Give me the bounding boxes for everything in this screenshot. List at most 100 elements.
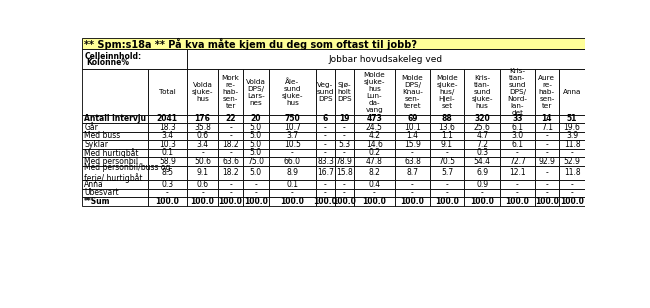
Text: -: - [343, 180, 346, 189]
Text: 5.0: 5.0 [250, 148, 262, 157]
Text: 4.2: 4.2 [369, 132, 380, 140]
Text: 63.8: 63.8 [404, 157, 421, 166]
Text: Anna: Anna [84, 180, 104, 189]
Bar [535, 148, 559, 157]
Bar [335, 180, 354, 188]
Text: 52.9: 52.9 [564, 157, 580, 166]
Text: 47.8: 47.8 [366, 157, 383, 166]
Text: 3.4: 3.4 [196, 140, 209, 149]
Bar [316, 197, 335, 206]
Bar [335, 165, 354, 180]
Bar [559, 140, 585, 148]
Text: 0.1: 0.1 [161, 148, 174, 157]
Text: -: - [516, 148, 519, 157]
Text: 100.0: 100.0 [560, 197, 584, 206]
Text: -: - [254, 188, 257, 197]
Text: 0.1: 0.1 [287, 180, 298, 189]
Bar [395, 115, 430, 123]
Bar [464, 148, 500, 157]
Bar [335, 123, 354, 132]
Text: 11.8: 11.8 [564, 140, 580, 149]
Bar [430, 115, 464, 123]
Bar [395, 132, 430, 140]
Bar [335, 188, 354, 197]
Text: Volda
sjuke-
hus: Volda sjuke- hus [192, 82, 213, 102]
Text: 5.0: 5.0 [250, 140, 262, 149]
Bar [316, 148, 335, 157]
Bar [535, 69, 559, 115]
Text: 69: 69 [407, 115, 418, 124]
Bar [148, 188, 187, 197]
Text: Volda
DPS/
Lars-
nes: Volda DPS/ Lars- nes [246, 79, 266, 106]
Text: Veg-
sund
DPS: Veg- sund DPS [317, 82, 334, 102]
Text: Med buss: Med buss [84, 132, 121, 140]
Bar [430, 165, 464, 180]
Bar [395, 188, 430, 197]
Bar [82, 115, 148, 123]
Bar [82, 69, 148, 115]
Text: -: - [516, 180, 519, 189]
Bar [535, 197, 559, 206]
Bar [218, 188, 243, 197]
Bar [316, 69, 335, 115]
Bar [268, 157, 316, 165]
Text: -: - [201, 148, 204, 157]
Bar [82, 180, 148, 188]
Bar [559, 132, 585, 140]
Bar [430, 123, 464, 132]
Bar [316, 188, 335, 197]
Text: -: - [343, 148, 346, 157]
Text: 9.1: 9.1 [196, 168, 209, 177]
Bar [243, 132, 268, 140]
Bar [82, 148, 148, 157]
Text: Total: Total [159, 89, 176, 95]
Text: 0.3: 0.3 [161, 180, 174, 189]
Text: 100.0: 100.0 [435, 197, 459, 206]
Text: 8.9: 8.9 [287, 168, 298, 177]
Bar [82, 132, 148, 140]
Bar [243, 140, 268, 148]
Bar [395, 157, 430, 165]
Bar [82, 38, 585, 49]
Bar [335, 197, 354, 206]
Text: -: - [411, 180, 414, 189]
Text: 54.4: 54.4 [474, 157, 491, 166]
Bar [395, 197, 430, 206]
Bar [82, 197, 148, 206]
Bar [335, 157, 354, 165]
Text: Åle-
sund
sjuke-
hus: Åle- sund sjuke- hus [281, 78, 303, 106]
Text: 100.0: 100.0 [400, 197, 424, 206]
Bar [500, 157, 535, 165]
Text: 11.8: 11.8 [564, 168, 580, 177]
Text: Går: Går [84, 123, 98, 132]
Bar [268, 197, 316, 206]
Text: Syklar: Syklar [84, 140, 109, 149]
Bar [218, 197, 243, 206]
Bar [243, 148, 268, 157]
Text: -: - [201, 188, 204, 197]
Text: Aure
re-
hab-
sen-
ter: Aure re- hab- sen- ter [538, 75, 555, 109]
Text: 100.0: 100.0 [244, 197, 268, 206]
Bar [268, 69, 316, 115]
Bar [464, 115, 500, 123]
Text: -: - [571, 188, 573, 197]
Text: 100.0: 100.0 [506, 197, 529, 206]
Bar [218, 115, 243, 123]
Bar [82, 165, 148, 180]
Text: -: - [571, 180, 573, 189]
Text: Molde
sjuke-
hus
Lun-
da-
vang: Molde sjuke- hus Lun- da- vang [363, 71, 385, 112]
Bar [268, 132, 316, 140]
Text: 15.9: 15.9 [404, 140, 421, 149]
Bar [268, 188, 316, 197]
Text: 5.0: 5.0 [250, 132, 262, 140]
Text: 0.6: 0.6 [196, 180, 209, 189]
Text: 83.3: 83.3 [317, 157, 334, 166]
Text: 320: 320 [474, 115, 490, 124]
Text: 3.9: 3.9 [566, 132, 578, 140]
Text: 5.7: 5.7 [441, 168, 453, 177]
Text: 10.7: 10.7 [284, 123, 301, 132]
Text: -: - [229, 180, 232, 189]
Bar [500, 140, 535, 148]
Bar [395, 140, 430, 148]
Text: 22: 22 [226, 115, 236, 124]
